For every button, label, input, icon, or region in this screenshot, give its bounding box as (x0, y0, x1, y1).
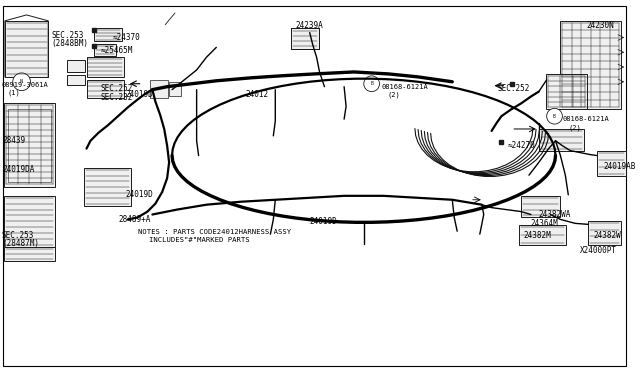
Bar (521, 196, 561, 218)
Text: 24019D: 24019D (310, 218, 337, 227)
Text: NOTES : PARTS CODE24012HARNESS ASSY: NOTES : PARTS CODE24012HARNESS ASSY (138, 229, 291, 235)
Text: 24019AB: 24019AB (604, 163, 636, 171)
Bar (94, 44, 116, 56)
Bar (169, 82, 181, 96)
Text: INCLUDES"#"MARKED PARTS: INCLUDES"#"MARKED PARTS (150, 237, 250, 243)
Bar (86, 80, 124, 97)
Text: (28487M): (28487M) (2, 239, 39, 248)
Bar (67, 60, 84, 72)
Bar (588, 221, 621, 245)
Text: X24000PT: X24000PT (580, 246, 617, 255)
Bar (499, 140, 504, 144)
Text: SEC.232: SEC.232 (100, 93, 132, 102)
Circle shape (364, 76, 380, 92)
Text: 24364M: 24364M (531, 219, 559, 228)
Text: 24019D: 24019D (126, 90, 154, 99)
Bar (539, 129, 584, 151)
Text: 24382WA: 24382WA (539, 209, 571, 219)
Bar (84, 168, 131, 206)
Text: B: B (553, 114, 556, 119)
Text: 28489+A: 28489+A (118, 215, 150, 224)
Bar (4, 247, 55, 261)
Text: SEC.253: SEC.253 (2, 231, 35, 240)
Bar (86, 57, 124, 77)
Bar (546, 74, 587, 109)
Bar (4, 196, 55, 247)
Text: (1): (1) (8, 90, 20, 96)
Bar (92, 44, 97, 48)
Text: 24382M: 24382M (523, 231, 551, 240)
Text: 24019D: 24019D (126, 190, 154, 199)
Bar (4, 103, 55, 187)
Bar (92, 28, 97, 32)
Text: 08168-6121A: 08168-6121A (381, 84, 428, 90)
Text: 28439: 28439 (2, 136, 25, 145)
Text: SEC.252: SEC.252 (100, 84, 132, 93)
Bar (510, 82, 514, 86)
Text: SEC.253: SEC.253 (51, 31, 83, 40)
Text: 24019DA: 24019DA (2, 165, 35, 174)
Bar (291, 28, 319, 49)
Bar (596, 151, 627, 176)
Circle shape (547, 108, 563, 124)
Circle shape (13, 73, 31, 91)
Text: SEC.252: SEC.252 (497, 84, 530, 93)
Text: 24239A: 24239A (295, 21, 323, 30)
Text: (2): (2) (387, 92, 400, 98)
Text: 08919-3061A: 08919-3061A (2, 82, 49, 88)
Bar (519, 225, 566, 245)
Bar (67, 75, 84, 85)
Text: 08168-6121A: 08168-6121A (563, 116, 609, 122)
Text: ≈24270: ≈24270 (508, 141, 535, 150)
Text: 24012: 24012 (246, 90, 269, 99)
Text: N: N (20, 79, 23, 84)
Bar (8, 109, 51, 182)
Bar (94, 28, 122, 41)
Text: ≈25465M: ≈25465M (100, 46, 132, 55)
Text: B: B (370, 81, 373, 86)
Bar (561, 21, 621, 109)
Text: ≈24370: ≈24370 (113, 33, 141, 42)
Text: 24230N: 24230N (586, 21, 614, 30)
Text: (2): (2) (568, 124, 581, 131)
Text: (2848BM): (2848BM) (51, 39, 88, 48)
Bar (5, 21, 48, 77)
Bar (150, 80, 168, 97)
Text: 24382W: 24382W (594, 231, 621, 240)
